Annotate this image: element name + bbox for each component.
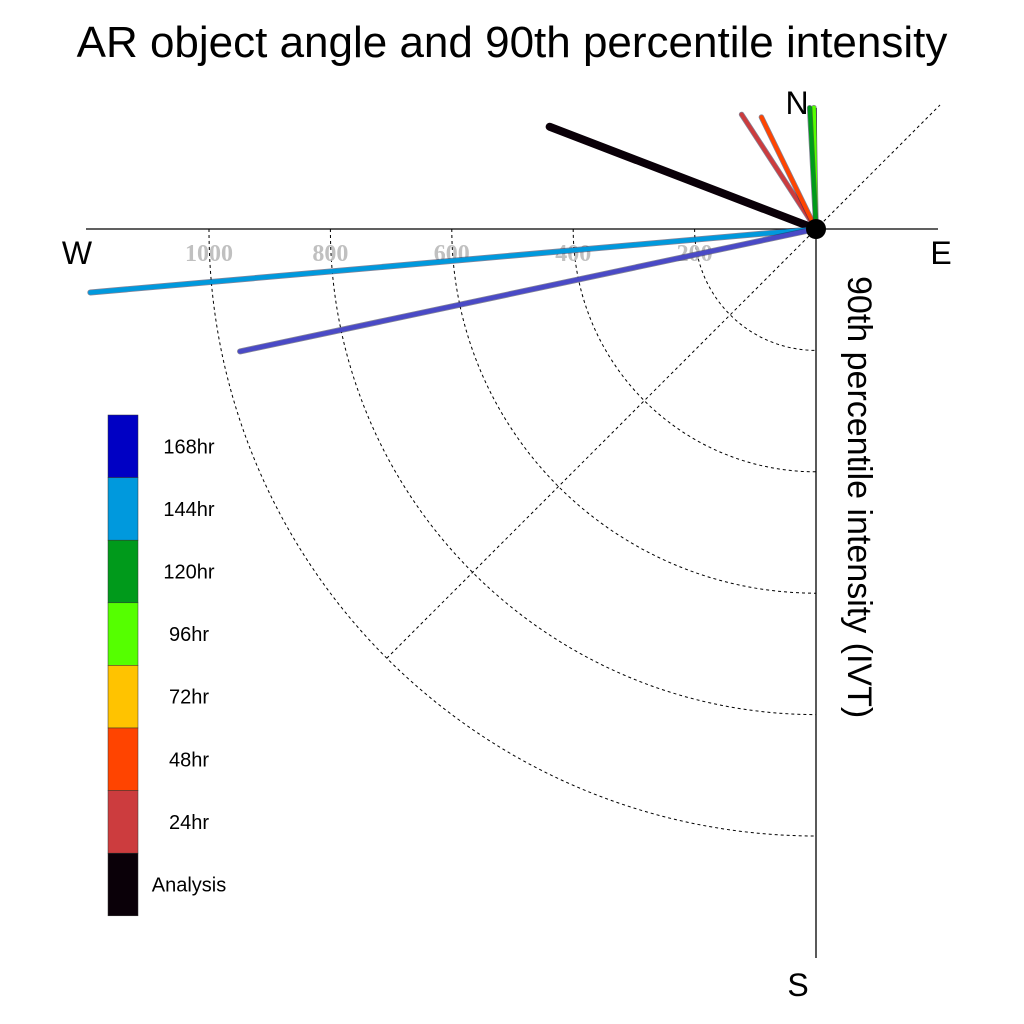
chart-title: AR object angle and 90th percentile inte… (77, 18, 948, 67)
y-axis-label: 90th percentile intensity (IVT) (840, 276, 878, 718)
legend-swatch-analysis (107, 852, 139, 917)
legend-label-96hr: 96hr (169, 624, 209, 646)
tick-label-800: 800 (312, 241, 348, 267)
compass-west: W (62, 235, 93, 271)
vector-120hr (807, 105, 818, 231)
polar-grid (208, 104, 941, 837)
origin-point (806, 219, 826, 239)
legend-label-144hr: 144hr (163, 499, 214, 521)
vector-lines (87, 104, 820, 355)
legend-label-48hr: 48hr (169, 749, 209, 771)
compass-north: N (785, 85, 808, 121)
legend-label-168hr: 168hr (163, 436, 214, 458)
legend-swatch-168hr (107, 414, 139, 478)
legend-label-72hr: 72hr (169, 687, 209, 709)
legend-swatch-144hr (107, 477, 139, 541)
vector-analysis (545, 122, 820, 233)
legend-label-120hr: 120hr (163, 562, 214, 584)
legend-swatch-120hr (107, 539, 139, 604)
legend: 168hr 144hr 120hr 96hr 72hr 48hr 24hr Analysis (107, 414, 226, 917)
legend-swatch-48hr (107, 727, 139, 791)
compass-south: S (787, 967, 808, 1003)
ring-400 (572, 228, 817, 473)
ring-1000 (208, 228, 817, 837)
ring-200 (694, 228, 817, 351)
vector-168hr (237, 226, 819, 354)
ring-800 (329, 228, 817, 716)
vector-144hr (88, 226, 819, 295)
legend-swatch-72hr (107, 665, 139, 729)
legend-label-analysis: Analysis (152, 875, 226, 897)
vector-24hr (739, 112, 818, 231)
legend-label-24hr: 24hr (169, 812, 209, 834)
compass-east: E (930, 235, 951, 271)
vector-48hr (759, 115, 818, 231)
ring-600 (451, 228, 817, 594)
legend-swatch-24hr (107, 790, 139, 854)
diagonal-guide (386, 104, 941, 659)
tick-label-1000: 1000 (185, 241, 233, 267)
legend-swatch-96hr (107, 602, 139, 666)
